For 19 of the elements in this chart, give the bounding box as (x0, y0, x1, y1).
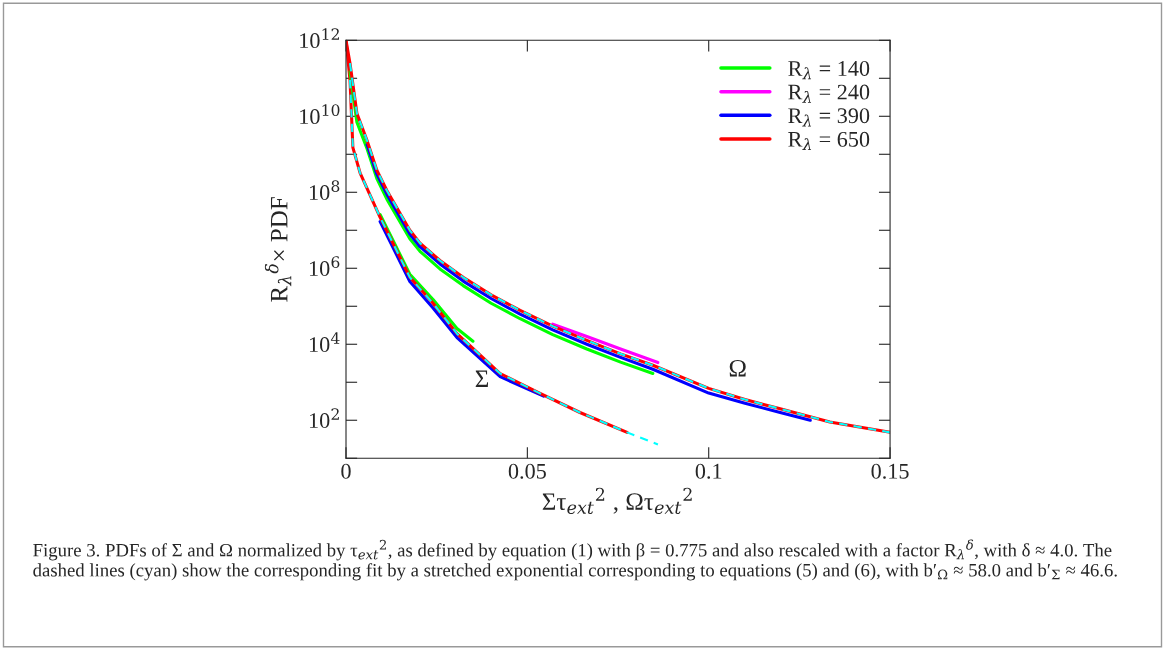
legend-label: R$_{λ}$ = 390 (788, 108, 870, 127)
y-tick-label: 10$^{2}$ (309, 408, 339, 429)
text: Figure 3. PDFs of Σ and Ω normalized by τ$_{ext}$$^{2}$, as defined by equation (1) with β = 0.775 and also rescaled with a factor R$_{λ}$$^{δ}$, with δ ≈ 4.0. The dashed lines (cyan) show the corresponding fit by a stretched exponential corresponding to equations (5) and (6), with b′$_{Ω}$ ≈ 58.0 and b′$_{Σ}$ ≈ 46.6. (33, 539, 1117, 581)
legend-label: R$_{λ}$ = 240 (788, 84, 870, 103)
x-tick-label: 0.05 (508, 463, 546, 479)
annotation: Ω (729, 359, 746, 377)
x-tick-label: 0 (341, 463, 351, 479)
y-axis-title: R$_{λ}$$^{δ}$× PDF (264, 197, 292, 302)
legend-label: R$_{λ}$ = 140 (788, 60, 870, 80)
y-tick-label: 10$^{6}$ (309, 256, 340, 277)
y-tick-label: 10$^{4}$ (309, 332, 340, 353)
y-tick-label: 10$^{10}$ (300, 104, 340, 125)
annotation: Σ (475, 370, 489, 387)
x-tick-label: 0.15 (871, 463, 909, 479)
x-axis-title: Στ$_{ext}$$^{2}$ , Ωτ$_{ext}$$^{2}$ (542, 487, 692, 514)
y-tick-label: 10$^{12}$ (300, 28, 339, 49)
y-tick-label: 10$^{8}$ (309, 180, 340, 201)
legend-label: R$_{λ}$ = 650 (788, 131, 870, 151)
x-tick-label: 0.1 (695, 463, 722, 479)
